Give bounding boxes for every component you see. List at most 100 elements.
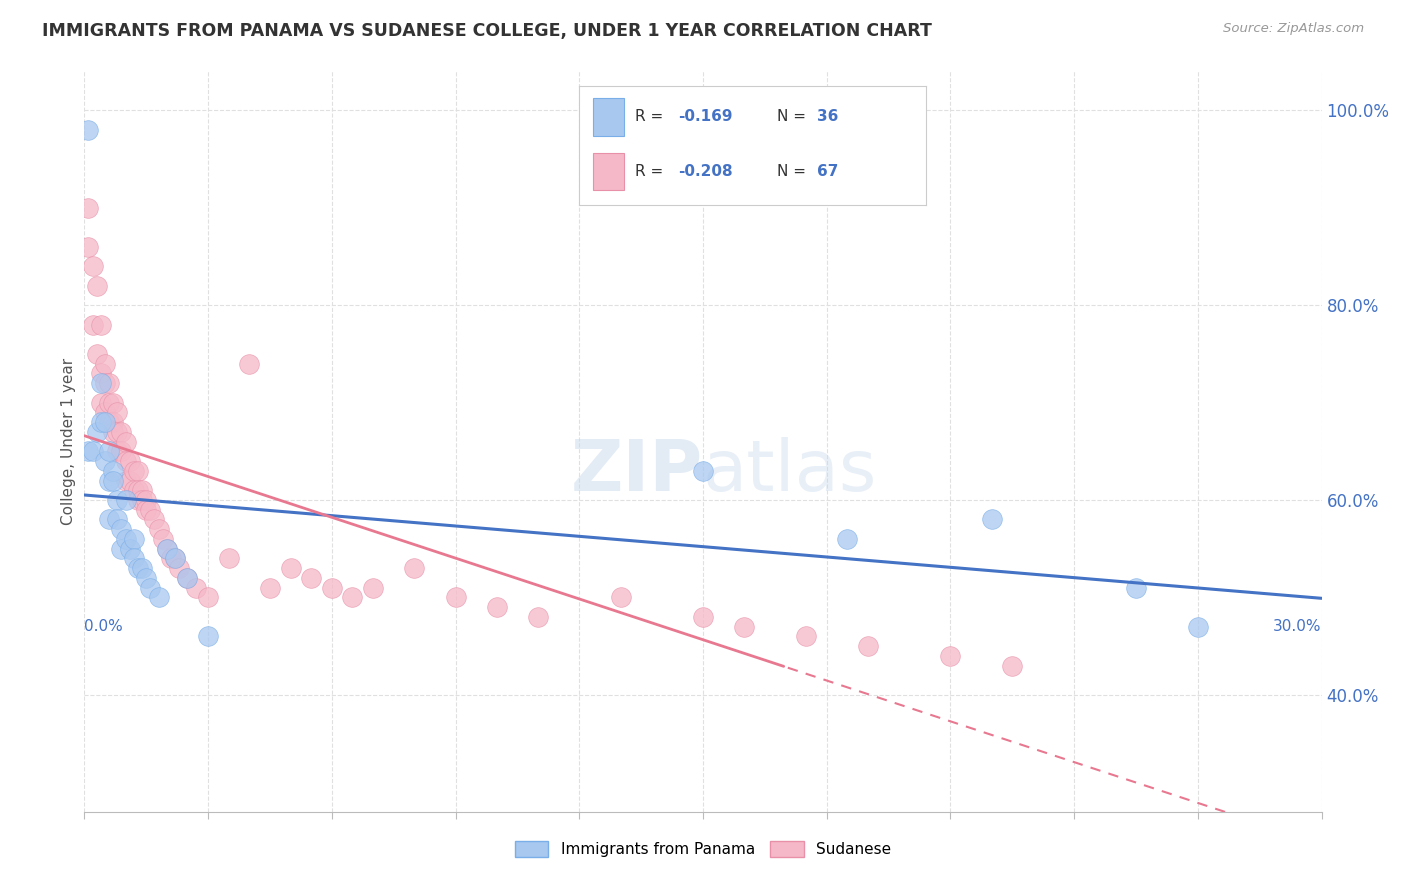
Point — [94, 415, 117, 429]
Point — [131, 493, 153, 508]
Point — [103, 415, 125, 429]
Point — [444, 591, 467, 605]
Text: 0.0%: 0.0% — [84, 619, 124, 634]
Point — [794, 629, 817, 643]
Point — [94, 405, 117, 419]
Point — [127, 561, 149, 575]
Point — [82, 444, 104, 458]
Point — [122, 551, 145, 566]
Point — [77, 444, 100, 458]
Point — [152, 532, 174, 546]
Point — [131, 483, 153, 498]
Point — [77, 240, 100, 254]
Point — [98, 444, 121, 458]
Point — [280, 561, 302, 575]
Point — [404, 561, 426, 575]
Point — [122, 532, 145, 546]
Point — [342, 591, 364, 605]
Point — [197, 629, 219, 643]
Point — [148, 522, 170, 536]
Point — [94, 357, 117, 371]
Point — [110, 541, 132, 556]
Point — [94, 376, 117, 390]
Point — [77, 123, 100, 137]
Y-axis label: College, Under 1 year: College, Under 1 year — [60, 358, 76, 525]
Point — [135, 502, 157, 516]
Point — [692, 610, 714, 624]
Point — [259, 581, 281, 595]
Point — [127, 483, 149, 498]
Legend: Immigrants from Panama, Sudanese: Immigrants from Panama, Sudanese — [509, 834, 897, 863]
Point — [118, 474, 141, 488]
Text: ZIP: ZIP — [571, 437, 703, 506]
Point — [139, 581, 162, 595]
Point — [321, 581, 343, 595]
Point — [135, 571, 157, 585]
Point — [86, 347, 108, 361]
Point — [105, 405, 128, 419]
Point — [110, 522, 132, 536]
Point — [114, 434, 136, 449]
Point — [148, 591, 170, 605]
Point — [103, 425, 125, 439]
Point — [139, 502, 162, 516]
Point — [103, 395, 125, 409]
Point — [110, 444, 132, 458]
Point — [90, 395, 112, 409]
Point — [82, 318, 104, 332]
Point — [176, 571, 198, 585]
Point — [692, 464, 714, 478]
Point — [361, 581, 384, 595]
Point — [156, 541, 179, 556]
Point — [238, 357, 260, 371]
Point — [165, 551, 187, 566]
Point — [86, 425, 108, 439]
Point — [609, 591, 631, 605]
Point — [82, 259, 104, 273]
Point — [143, 512, 166, 526]
Text: IMMIGRANTS FROM PANAMA VS SUDANESE COLLEGE, UNDER 1 YEAR CORRELATION CHART: IMMIGRANTS FROM PANAMA VS SUDANESE COLLE… — [42, 22, 932, 40]
Point — [103, 464, 125, 478]
Point — [1187, 620, 1209, 634]
Point — [118, 454, 141, 468]
Point — [122, 483, 145, 498]
Point — [98, 376, 121, 390]
Point — [733, 620, 755, 634]
Point — [105, 425, 128, 439]
Point — [1001, 658, 1024, 673]
Point — [980, 512, 1002, 526]
Point — [114, 474, 136, 488]
Point — [114, 454, 136, 468]
Point — [105, 512, 128, 526]
Text: atlas: atlas — [703, 437, 877, 506]
Text: 30.0%: 30.0% — [1274, 619, 1322, 634]
Point — [131, 561, 153, 575]
Point — [160, 551, 183, 566]
Point — [485, 600, 508, 615]
Point — [114, 493, 136, 508]
Point — [837, 532, 859, 546]
Point — [94, 454, 117, 468]
Point — [197, 591, 219, 605]
Point — [118, 541, 141, 556]
Point — [299, 571, 322, 585]
Point — [167, 561, 190, 575]
Point — [184, 581, 207, 595]
Point — [90, 367, 112, 381]
Point — [90, 376, 112, 390]
Point — [114, 532, 136, 546]
Point — [527, 610, 550, 624]
Point — [218, 551, 240, 566]
Point — [98, 474, 121, 488]
Point — [110, 425, 132, 439]
Point — [77, 201, 100, 215]
Point — [1125, 581, 1147, 595]
Point — [165, 551, 187, 566]
Point — [135, 493, 157, 508]
Text: Source: ZipAtlas.com: Source: ZipAtlas.com — [1223, 22, 1364, 36]
Point — [103, 474, 125, 488]
Point — [939, 648, 962, 663]
Point — [856, 639, 879, 653]
Point — [105, 493, 128, 508]
Point — [86, 278, 108, 293]
